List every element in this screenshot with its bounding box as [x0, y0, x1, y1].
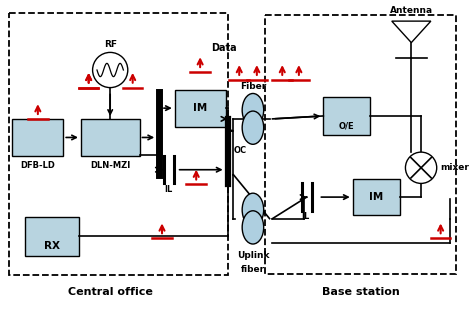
Text: IL: IL — [301, 212, 310, 221]
Text: OC: OC — [233, 146, 246, 155]
Text: Data: Data — [211, 43, 237, 54]
Text: IL: IL — [165, 185, 173, 194]
Text: fiber: fiber — [241, 265, 265, 274]
Text: DLN-MZI: DLN-MZI — [90, 161, 130, 170]
Text: O/E: O/E — [339, 121, 355, 130]
Text: mixer: mixer — [441, 163, 470, 172]
Text: Central office: Central office — [68, 287, 153, 297]
Text: Fiber: Fiber — [240, 82, 266, 91]
Ellipse shape — [242, 111, 264, 144]
Text: RX: RX — [44, 241, 60, 251]
Bar — [353, 180, 400, 215]
Bar — [81, 119, 139, 156]
Bar — [323, 97, 370, 135]
Polygon shape — [392, 21, 431, 43]
Text: Antenna: Antenna — [390, 6, 433, 15]
Text: DFB-LD: DFB-LD — [20, 161, 55, 170]
Text: IM: IM — [369, 192, 383, 202]
Text: Base station: Base station — [321, 287, 399, 297]
Text: RF: RF — [104, 40, 117, 49]
Bar — [12, 119, 63, 156]
Circle shape — [405, 152, 437, 183]
Bar — [9, 13, 228, 275]
Ellipse shape — [242, 193, 264, 226]
Ellipse shape — [242, 211, 264, 244]
Bar — [264, 15, 456, 274]
Bar — [25, 217, 79, 256]
Bar — [175, 89, 226, 127]
Text: Uplink: Uplink — [237, 251, 269, 260]
Ellipse shape — [242, 94, 264, 127]
Circle shape — [92, 52, 128, 88]
Text: IM: IM — [193, 103, 207, 113]
